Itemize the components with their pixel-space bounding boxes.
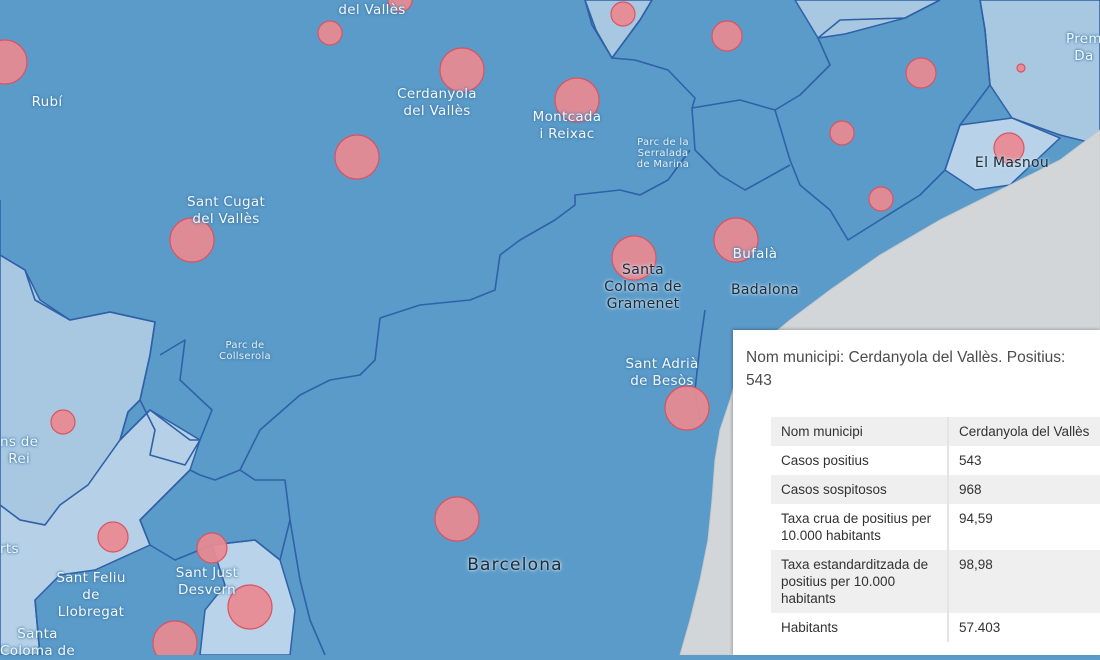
circle-montgat[interactable] [868, 186, 894, 212]
attribute-key: Taxa estandarditzada de positius per 10.… [771, 550, 949, 613]
attribute-key: Casos sospitosos [771, 475, 949, 504]
circle-santa-bottom[interactable] [152, 620, 198, 655]
circle-sant-just[interactable] [196, 532, 228, 564]
table-row: Casos sospitosos 968 [771, 475, 1100, 504]
circle-rubi-west[interactable] [0, 39, 28, 85]
circle-far-right[interactable] [905, 57, 937, 89]
circle-west[interactable] [50, 409, 76, 435]
attribute-key: Casos positius [771, 446, 949, 475]
circle-sant-cugat[interactable] [169, 217, 215, 263]
circle-right-mid[interactable] [829, 120, 855, 146]
attribute-key: Taxa crua de positius per 10.000 habitan… [771, 504, 949, 550]
circle-sant-feliu[interactable] [97, 521, 129, 553]
table-row: Habitants 57.403 [771, 613, 1100, 642]
attribute-key: Nom municipi [771, 417, 949, 446]
table-row: Nom municipi Cerdanyola del Vallès [771, 417, 1100, 446]
circle-badalona[interactable] [713, 217, 759, 263]
circle-cerdanyola-south[interactable] [334, 134, 380, 180]
attribute-value: 94,59 [948, 504, 1100, 550]
case-circles [0, 0, 1026, 655]
attribute-value: 968 [948, 475, 1100, 504]
circle-santa-coloma[interactable] [611, 235, 657, 281]
attribute-value: Cerdanyola del Vallès [948, 417, 1100, 446]
municipal-boundaries [0, 0, 991, 655]
circle-sant-adria[interactable] [664, 385, 710, 431]
circle-barcelona[interactable] [434, 496, 480, 542]
attribute-value: 98,98 [948, 550, 1100, 613]
attribute-key: Habitants [771, 613, 949, 642]
circle-top-valles[interactable] [317, 20, 343, 46]
circle-top-right[interactable] [711, 20, 743, 52]
popup-title: Nom municipi: Cerdanyola del Vallès. Pos… [746, 349, 1066, 389]
circle-cerdanyola[interactable] [439, 47, 485, 93]
circle-el-masnou[interactable] [993, 132, 1025, 164]
circle-montcada[interactable] [554, 77, 600, 123]
circle-top-light[interactable] [610, 1, 636, 27]
table-row: Taxa estandarditzada de positius per 10.… [771, 550, 1100, 613]
attribute-value: 543 [948, 446, 1100, 475]
circle-esplugues[interactable] [227, 584, 273, 630]
table-row: Casos positius 543 [771, 446, 1100, 475]
feature-popup[interactable]: Nom municipi: Cerdanyola del Vallès. Pos… [733, 330, 1100, 655]
table-row: Taxa crua de positius per 10.000 habitan… [771, 504, 1100, 550]
attribute-table: Nom municipi Cerdanyola del Vallès Casos… [771, 417, 1100, 642]
circle-prem[interactable] [1016, 63, 1026, 73]
attribute-value: 57.403 [948, 613, 1100, 642]
circle-top-edge[interactable] [387, 0, 413, 13]
